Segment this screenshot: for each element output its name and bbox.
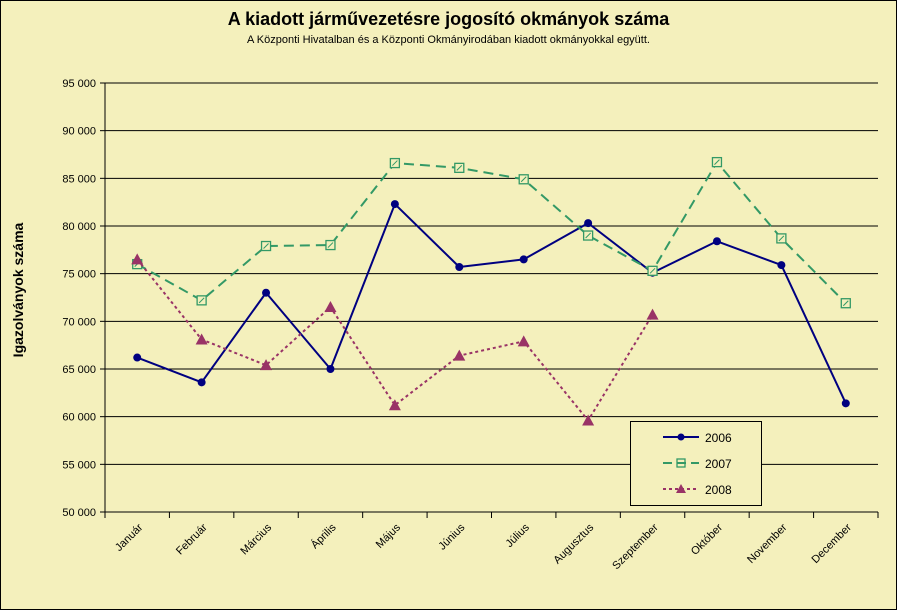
point-inner-2007 bbox=[714, 159, 720, 165]
point-2008 bbox=[453, 349, 466, 361]
x-tick-label: Március bbox=[238, 521, 274, 557]
point-2008 bbox=[388, 399, 401, 411]
chart-title: A kiadott járművezetésre jogosító okmány… bbox=[227, 9, 670, 29]
point-2008 bbox=[260, 359, 273, 371]
series-line-2008 bbox=[136, 258, 654, 422]
y-tick-label: 70 000 bbox=[62, 316, 96, 328]
point-inner-2007 bbox=[778, 235, 785, 242]
x-tick-label: Október bbox=[689, 521, 725, 557]
point-inner-2007 bbox=[520, 176, 527, 183]
y-tick-label: 90 000 bbox=[62, 126, 96, 138]
point-2006 bbox=[777, 261, 786, 270]
point-2006 bbox=[133, 353, 142, 362]
point-2006 bbox=[584, 219, 593, 228]
y-tick-label: 50 000 bbox=[62, 507, 96, 519]
point-2008 bbox=[646, 308, 659, 320]
legend-item-2006: 2006 bbox=[631, 427, 761, 447]
point-inner-2007 bbox=[649, 267, 656, 274]
point-2008 bbox=[131, 253, 144, 265]
chart-subtitle: A Központi Hivatalban és a Központi Okmá… bbox=[247, 34, 650, 46]
point-inner-2007 bbox=[456, 164, 463, 171]
point-2006 bbox=[197, 378, 206, 387]
x-tick-label: November bbox=[745, 521, 790, 566]
y-tick-label: 80 000 bbox=[62, 221, 96, 233]
point-inner-2007 bbox=[585, 232, 591, 239]
y-tick-label: 75 000 bbox=[62, 269, 96, 281]
point-2008 bbox=[582, 414, 595, 426]
x-tick-label: Szeptember bbox=[610, 521, 661, 572]
point-2008 bbox=[517, 335, 530, 347]
series-line-2007 bbox=[136, 161, 847, 304]
point-2006 bbox=[390, 200, 399, 209]
legend-swatch-2008 bbox=[663, 484, 699, 493]
point-2008 bbox=[324, 301, 337, 313]
point-2006 bbox=[712, 237, 721, 246]
y-tick-label: 65 000 bbox=[62, 364, 96, 376]
legend-item-2008: 2008 bbox=[631, 479, 761, 499]
x-tick-label: Július bbox=[503, 521, 532, 550]
legend-item-2007: 2007 bbox=[631, 453, 761, 473]
point-2006 bbox=[262, 288, 271, 297]
series-line-2006 bbox=[136, 203, 847, 404]
point-inner-2007 bbox=[263, 243, 269, 249]
legend-label-2008: 2008 bbox=[705, 483, 732, 497]
legend-label-2006: 2006 bbox=[705, 431, 732, 445]
x-tick-label: Június bbox=[436, 521, 467, 552]
y-tick-label: 60 000 bbox=[62, 412, 96, 424]
point-inner-2007 bbox=[198, 297, 205, 304]
x-tick-label: Április bbox=[308, 521, 339, 552]
legend-swatch-2006 bbox=[663, 433, 699, 441]
x-tick-label: Január bbox=[113, 521, 146, 554]
point-2006 bbox=[519, 255, 528, 264]
point-2006 bbox=[455, 262, 464, 271]
x-tick-label: December bbox=[810, 521, 855, 566]
point-inner-2007 bbox=[392, 160, 398, 166]
point-2008 bbox=[195, 333, 208, 345]
y-tick-label: 55 000 bbox=[62, 459, 96, 471]
legend-swatch-2007 bbox=[663, 458, 699, 468]
y-tick-label: 95 000 bbox=[62, 78, 96, 90]
point-2006 bbox=[841, 399, 850, 408]
x-tick-label: Május bbox=[374, 521, 404, 551]
point-2006 bbox=[326, 365, 335, 373]
x-tick-label: Augusztus bbox=[551, 521, 596, 566]
point-inner-2007 bbox=[842, 300, 849, 307]
legend-label-2007: 2007 bbox=[705, 457, 732, 471]
legend: 2006 2007 2008 bbox=[630, 421, 762, 506]
y-tick-label: 85 000 bbox=[62, 173, 96, 185]
point-inner-2007 bbox=[327, 242, 334, 248]
x-tick-label: Február bbox=[174, 521, 210, 557]
